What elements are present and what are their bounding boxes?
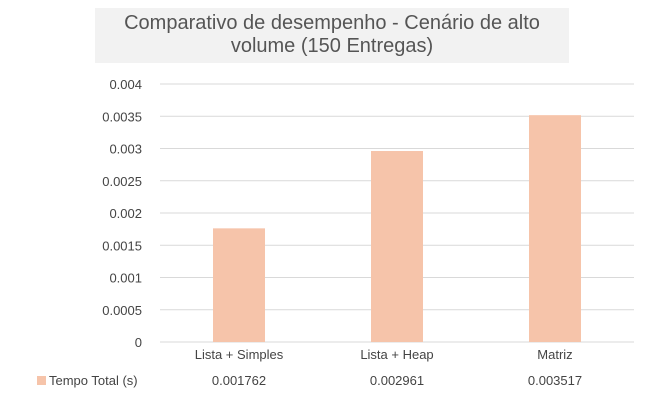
y-tick-label: 0.0005: [102, 303, 142, 318]
legend-label: Tempo Total (s): [49, 373, 138, 388]
y-tick-label: 0: [135, 335, 142, 350]
y-tick-label: 0.0015: [102, 238, 142, 253]
y-tick-label: 0.002: [109, 206, 142, 221]
x-tick-label: Lista + Heap: [360, 347, 433, 362]
chart-title: Comparativo de desempenho - Cenário de a…: [124, 12, 540, 57]
bar: [213, 228, 265, 342]
y-tick-label: 0.003: [109, 142, 142, 157]
y-tick-label: 0.0025: [102, 174, 142, 189]
data-label: 0.002961: [370, 373, 424, 388]
legend-key: [37, 376, 46, 385]
data-label: 0.001762: [212, 373, 266, 388]
data-label: 0.003517: [528, 373, 582, 388]
bar: [371, 151, 423, 342]
y-tick-label: 0.001: [109, 271, 142, 286]
chart-title-box: Comparativo de desempenho - Cenário de a…: [95, 8, 569, 63]
x-tick-label: Lista + Simples: [195, 347, 284, 362]
y-tick-label: 0.0035: [102, 109, 142, 124]
bar: [529, 115, 581, 342]
x-tick-label: Matriz: [537, 347, 572, 362]
y-tick-label: 0.004: [109, 77, 142, 92]
